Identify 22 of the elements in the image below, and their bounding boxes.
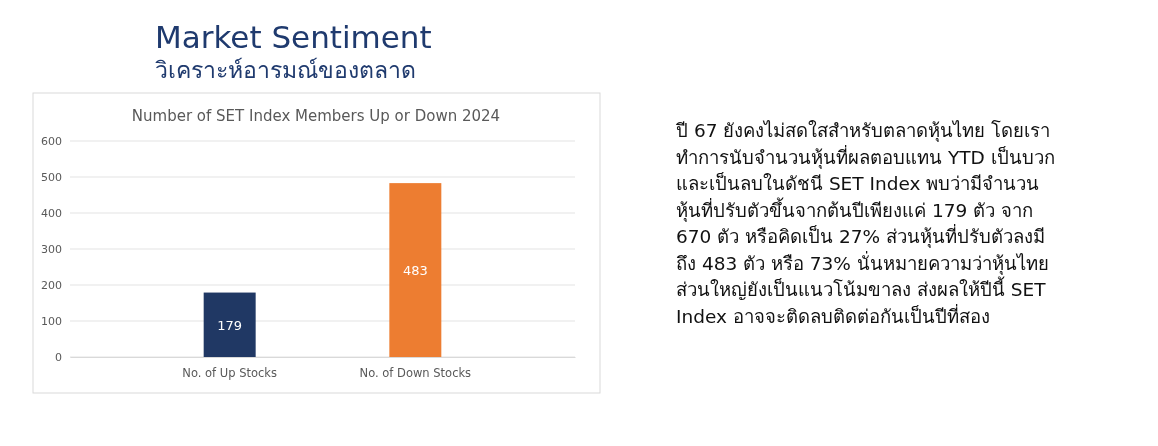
text: หุ้นที่ปรับตัวขึ้นจากต้นปีเพียงแค่ 179 ตัว จาก: [676, 196, 1033, 223]
data-label: 483: [402, 263, 428, 279]
y-tick-label: 100: [41, 315, 62, 329]
text: ปี 67 ยังคงไม่สดใสสำหรับตลาดหุ้นไทย โดยเรา: [675, 120, 1051, 143]
y-tick-label: 600: [41, 135, 62, 149]
y-tick-label: 0: [55, 351, 62, 365]
text: วิเคราะห์อารมณ์ของตลาด: [155, 57, 416, 83]
data-label: 179: [217, 317, 243, 333]
text: 670 ตัว หรือคิดเป็น 27% ส่วนหุ้นที่ปรับตัวลงมี: [676, 224, 1045, 249]
text: ส่วนใหญ่ยังเป็นแนวโน้มขาลง ส่งผลให้ปีนี้ SET: [676, 276, 1047, 301]
y-tick-label: 500: [41, 171, 62, 185]
y-tick-label: 300: [41, 243, 62, 257]
text: Market Sentiment: [155, 19, 432, 55]
x-tick-label: No. of Down Stocks: [359, 366, 472, 381]
text: และเป็นลบในดัชนี SET Index พบว่ามีจำนวน: [676, 171, 1040, 194]
y-tick-label: 200: [41, 279, 62, 293]
y-tick-label: 400: [41, 207, 62, 221]
text: Index อาจจะติดลบติดต่อกันเป็นปีที่สอง: [676, 303, 990, 327]
x-tick-label: No. of Up Stocks: [182, 366, 278, 381]
text: ทำการนับจำนวนหุ้นที่ผลตอบแทน YTD เป็นบวก: [676, 144, 1055, 170]
text: ถึง 483 ตัว หรือ 73% นั่นหมายความว่าหุ้นไทย: [676, 250, 1049, 276]
chart-title: Number of SET Index Members Up or Down 2024: [131, 107, 501, 125]
